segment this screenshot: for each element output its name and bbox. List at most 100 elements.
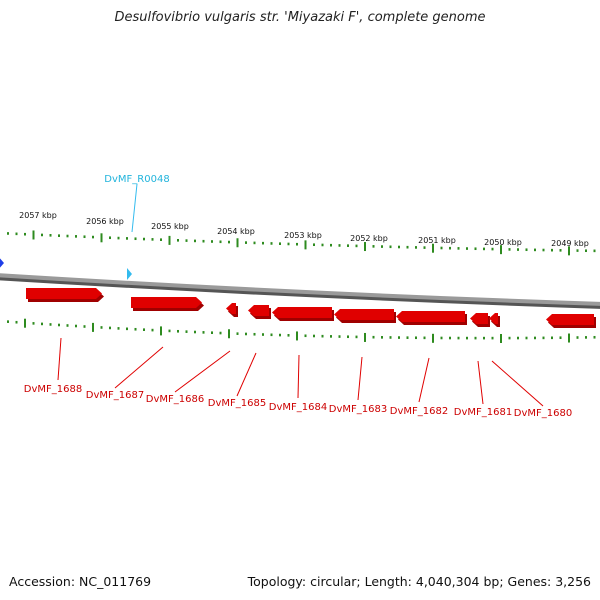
gene-label[interactable]: DvMF_1685 bbox=[208, 398, 266, 409]
upper-minor-tick bbox=[372, 245, 375, 248]
upper-minor-tick bbox=[593, 249, 596, 253]
lower-minor-tick bbox=[534, 336, 536, 340]
upper-minor-tick bbox=[466, 247, 468, 250]
lower-minor-tick bbox=[398, 336, 400, 339]
gene-label[interactable]: DvMF_1681 bbox=[454, 407, 512, 418]
gene-leader-line bbox=[477, 360, 484, 405]
upper-minor-tick bbox=[508, 248, 511, 251]
gene-arrow-DvMF_1682-body bbox=[396, 311, 465, 322]
lower-minor-tick bbox=[542, 336, 545, 340]
topology-summary: Topology: circular; Length: 4,040,304 bp… bbox=[247, 574, 591, 589]
upper-minor-tick bbox=[58, 234, 60, 237]
gene-leader-line bbox=[357, 356, 363, 401]
upper-minor-tick bbox=[83, 235, 86, 239]
upper-minor-tick bbox=[160, 238, 162, 241]
upper-minor-tick bbox=[279, 242, 281, 246]
kbp-tick-label: 2053 kbp bbox=[284, 231, 322, 240]
lower-minor-tick bbox=[474, 336, 477, 340]
lower-minor-tick bbox=[525, 336, 528, 340]
gene-label[interactable]: DvMF_1682 bbox=[390, 406, 448, 417]
lower-minor-tick bbox=[202, 331, 205, 334]
upper-minor-tick bbox=[381, 245, 383, 248]
lower-minor-tick bbox=[219, 331, 222, 335]
lower-major-tick bbox=[568, 333, 570, 343]
upper-minor-tick bbox=[177, 239, 179, 242]
upper-minor-tick bbox=[576, 249, 579, 252]
lower-minor-tick bbox=[270, 333, 273, 337]
lower-minor-tick bbox=[466, 336, 468, 340]
gene-arrow-DvMF_1687[interactable] bbox=[131, 297, 204, 311]
upper-minor-tick bbox=[313, 243, 315, 247]
upper-major-tick bbox=[236, 238, 239, 248]
upper-minor-tick bbox=[253, 241, 256, 245]
gene-label[interactable]: DvMF_1687 bbox=[86, 390, 144, 401]
genome-title: Desulfovibrio vulgaris str. 'Miyazaki F'… bbox=[114, 10, 486, 25]
upper-minor-tick bbox=[542, 248, 545, 252]
lower-minor-tick bbox=[449, 336, 451, 340]
kbp-tick-label: 2051 kbp bbox=[418, 236, 456, 245]
gene-arrow-DvMF_1680b-body bbox=[489, 313, 498, 324]
upper-minor-tick bbox=[185, 239, 188, 242]
rna-label[interactable]: DvMF_R0048 bbox=[104, 174, 169, 185]
kbp-tick-label: 2057 kbp bbox=[19, 211, 57, 220]
upper-minor-tick bbox=[7, 232, 9, 235]
upper-minor-tick bbox=[109, 236, 111, 240]
upper-major-tick bbox=[364, 242, 366, 252]
gene-arrow-DvMF_1682[interactable] bbox=[396, 311, 467, 325]
gene-arrow-DvMF_1684[interactable] bbox=[272, 307, 334, 321]
rna-marker-icon[interactable] bbox=[127, 268, 132, 280]
upper-tick-track bbox=[7, 230, 596, 256]
gene-arrow-DvMF_1680b[interactable] bbox=[489, 313, 500, 327]
lower-minor-tick bbox=[347, 335, 349, 339]
upper-major-tick bbox=[100, 233, 103, 243]
gene-arrow-DvMF_1688-body bbox=[26, 288, 102, 299]
upper-minor-tick bbox=[117, 236, 120, 240]
gene-label[interactable]: DvMF_1688 bbox=[24, 384, 82, 395]
gene-leader-line bbox=[174, 350, 231, 393]
upper-minor-tick bbox=[270, 242, 273, 245]
lower-minor-tick bbox=[321, 334, 324, 338]
lower-minor-tick bbox=[559, 336, 562, 340]
lower-major-tick bbox=[228, 329, 230, 339]
upper-minor-tick bbox=[41, 233, 43, 237]
lower-minor-tick bbox=[134, 327, 137, 331]
upper-minor-tick bbox=[491, 247, 494, 251]
kbp-tick-label: 2056 kbp bbox=[86, 217, 124, 226]
upper-major-tick bbox=[500, 245, 502, 255]
upper-minor-tick bbox=[296, 242, 298, 246]
lower-minor-tick bbox=[126, 327, 128, 331]
lower-minor-tick bbox=[66, 324, 69, 327]
upper-major-tick bbox=[168, 235, 171, 245]
upper-minor-tick bbox=[347, 244, 349, 247]
upper-minor-tick bbox=[415, 246, 417, 249]
gene-label[interactable]: DvMF_1680 bbox=[514, 408, 572, 419]
gene-arrow-DvMF_1680[interactable] bbox=[546, 314, 596, 328]
gene-feature-group bbox=[26, 288, 596, 328]
lower-minor-tick bbox=[355, 335, 358, 339]
upper-major-tick bbox=[568, 246, 570, 256]
upper-minor-tick bbox=[287, 242, 290, 246]
lower-minor-tick bbox=[406, 336, 409, 339]
rna-leader-line bbox=[131, 183, 138, 233]
gene-label[interactable]: DvMF_1686 bbox=[146, 394, 204, 405]
gene-arrow-DvMF_1683[interactable] bbox=[334, 309, 396, 323]
upper-minor-tick bbox=[92, 235, 94, 239]
gene-label[interactable]: DvMF_1684 bbox=[269, 402, 327, 413]
lower-major-tick bbox=[92, 322, 94, 332]
upper-minor-tick bbox=[534, 248, 536, 252]
lower-minor-tick bbox=[41, 322, 43, 326]
lower-minor-tick bbox=[253, 332, 256, 336]
gene-arrow-DvMF_1688[interactable] bbox=[26, 288, 104, 302]
kbp-tick-label: 2054 kbp bbox=[217, 227, 255, 236]
upper-minor-tick bbox=[440, 246, 443, 250]
upper-major-tick bbox=[32, 230, 35, 240]
gene-arrow-DvMF_1681[interactable] bbox=[470, 313, 490, 327]
gene-arrow-DvMF_1684-body bbox=[272, 307, 332, 318]
upper-minor-tick bbox=[143, 237, 145, 241]
gene-arrow-DvMF_1686[interactable] bbox=[226, 303, 238, 317]
upper-minor-tick bbox=[245, 241, 247, 244]
gene-leader-line bbox=[297, 354, 300, 399]
gene-label[interactable]: DvMF_1683 bbox=[329, 404, 387, 415]
lower-minor-tick bbox=[279, 333, 281, 337]
gene-arrow-DvMF_1685[interactable] bbox=[248, 305, 271, 319]
